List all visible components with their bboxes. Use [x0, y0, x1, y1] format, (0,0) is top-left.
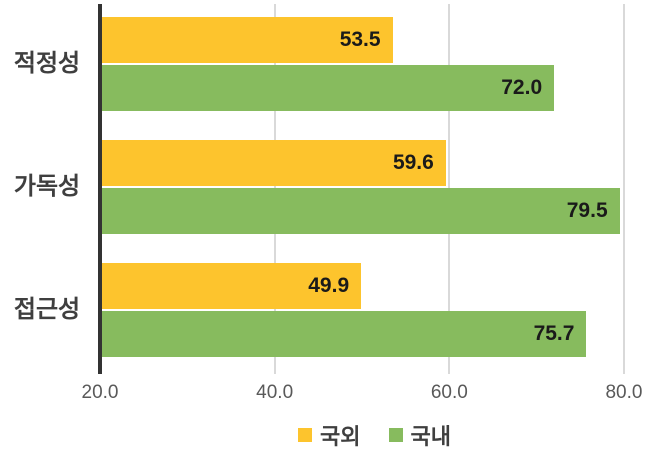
legend-swatch — [388, 428, 403, 442]
legend-label: 국내 — [410, 424, 451, 449]
legend: 국외 국내 — [100, 420, 649, 450]
gridline — [622, 4, 625, 374]
bar: 53.5 — [102, 17, 393, 63]
bar: 79.5 — [102, 188, 620, 234]
legend-label: 국외 — [320, 424, 361, 449]
legend-item: 국내 — [388, 419, 451, 451]
legend-item: 국외 — [298, 419, 361, 451]
bar-value-label: 53.5 — [339, 28, 381, 51]
bar: 49.9 — [102, 263, 362, 309]
bar-value-label: 79.5 — [566, 199, 608, 222]
bar: 59.6 — [102, 140, 446, 186]
bar-value-label: 75.7 — [533, 322, 575, 345]
bar-value-label: 72.0 — [501, 76, 543, 99]
bar-value-label: 59.6 — [392, 151, 434, 174]
x-tick-label: 40.0 — [256, 382, 294, 403]
x-tick-label: 60.0 — [430, 382, 468, 403]
y-axis-line — [98, 4, 102, 374]
x-tick-label: 80.0 — [605, 382, 643, 403]
bar: 72.0 — [102, 65, 555, 111]
bar: 75.7 — [102, 311, 587, 357]
category-label: 가독성 — [13, 173, 81, 200]
bar-value-label: 49.9 — [308, 274, 350, 297]
category-label: 적정성 — [13, 50, 81, 77]
category-label: 접근성 — [13, 296, 81, 323]
legend-swatch — [298, 428, 313, 442]
x-tick-label: 20.0 — [81, 382, 119, 403]
